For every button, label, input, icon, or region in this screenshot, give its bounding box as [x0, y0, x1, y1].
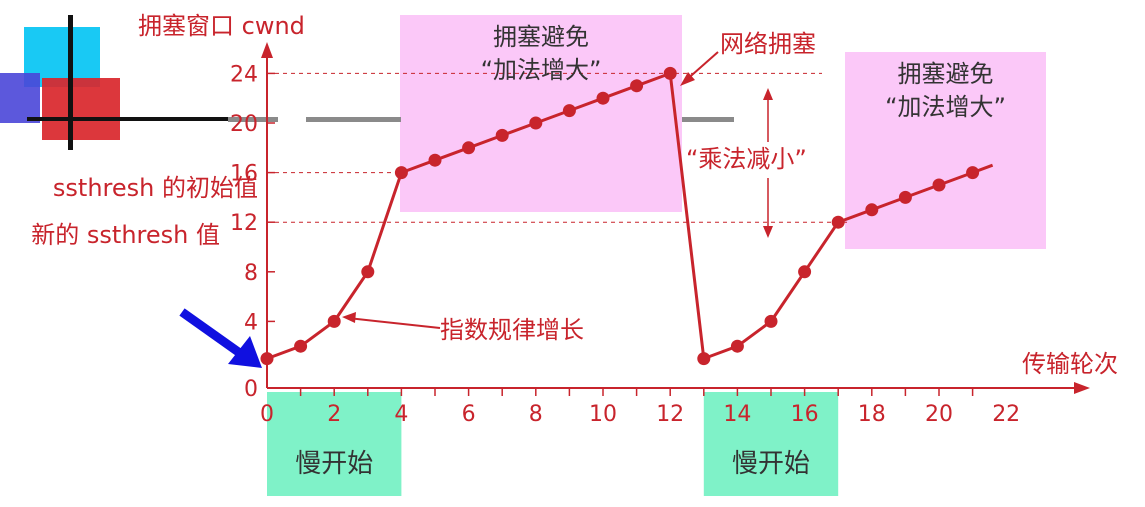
x-tick-label-12: 12: [656, 402, 684, 427]
phase-regions: [267, 15, 1046, 496]
multiplicative-decrease-label: “乘法减小”: [686, 145, 807, 173]
x-tick-label-10: 10: [589, 402, 617, 427]
x-tick-label-2: 2: [327, 402, 341, 427]
data-point-x0: [260, 352, 274, 366]
grey-rule: [228, 117, 734, 122]
data-point-x7: [495, 128, 509, 142]
y-tick-label-8: 8: [244, 261, 258, 286]
data-point-x1: [294, 339, 308, 353]
data-point-x3: [361, 265, 375, 279]
x-tick-label-6: 6: [462, 402, 476, 427]
x-tick-label-14: 14: [723, 402, 751, 427]
exp-growth-pointer: [347, 317, 441, 329]
data-point-x12: [663, 66, 677, 80]
congestion-avoidance-region-1: [400, 15, 682, 212]
y-tick-label-4: 4: [244, 310, 258, 335]
data-point-x4: [394, 166, 408, 180]
x-tick-label-8: 8: [529, 402, 543, 427]
md-arrow-bottom: [763, 226, 773, 238]
congestion-avoidance-label-2-line-1: 拥塞避免: [898, 60, 994, 88]
data-point-x21: [966, 166, 980, 180]
y-axis-arrow: [261, 42, 273, 58]
y-tick-label-20: 20: [230, 112, 258, 137]
y-axis-title: 拥塞窗口 cwnd: [138, 12, 305, 40]
x-tick-label-20: 20: [925, 402, 953, 427]
phase-labels: 慢开始 慢开始 拥塞避免 “加法增大” 拥塞避免 “加法增大”: [295, 23, 1006, 479]
data-point-x5: [428, 153, 442, 167]
data-point-x11: [630, 79, 644, 93]
x-tick-label-0: 0: [260, 402, 274, 427]
x-tick-label-22: 22: [992, 402, 1020, 427]
slow-start-label-1: 慢开始: [295, 449, 373, 479]
data-point-x14: [730, 339, 744, 353]
data-point-x17: [831, 215, 845, 229]
reference-lines: [275, 72, 850, 223]
md-arrow-top: [763, 88, 773, 100]
congestion-avoidance-label-2-line-2: “加法增大”: [885, 93, 1006, 121]
data-point-x13: [697, 352, 711, 366]
congestion-label: 网络拥塞: [720, 30, 816, 58]
congestion-avoidance-label-1-line-2: “加法增大”: [481, 56, 602, 84]
annotations: 指数规律增长 网络拥塞 “乘法减小”: [342, 30, 840, 344]
x-axis-title: 传输轮次: [1022, 350, 1118, 378]
y-tick-label-0: 0: [244, 377, 258, 402]
y-tick-label-12: 12: [230, 211, 258, 236]
congestion-avoidance-region-2: [845, 52, 1046, 249]
congestion-avoidance-label-1-line-1: 拥塞避免: [493, 23, 589, 51]
x-tick-label-4: 4: [394, 402, 408, 427]
slow-start-region-2: [703, 392, 839, 496]
start-arrow-icon: [179, 308, 262, 368]
initial-ssthresh-label: ssthresh 的初始值: [53, 174, 258, 202]
x-tick-label-16: 16: [791, 402, 819, 427]
y-tick-label-24: 24: [230, 62, 258, 87]
axes: [261, 42, 1090, 394]
slow-start-region-1: [267, 392, 402, 496]
data-point-x20: [932, 178, 946, 192]
data-point-x18: [865, 203, 879, 217]
data-point-x8: [529, 116, 543, 130]
cwnd-series-points: [260, 66, 980, 366]
new-ssthresh-label: 新的 ssthresh 值: [31, 221, 220, 249]
data-point-x16: [798, 265, 812, 279]
y-tick-label-16: 16: [230, 162, 258, 187]
data-point-x6: [462, 141, 476, 155]
exp-growth-label: 指数规律增长: [440, 316, 584, 344]
x-tick-label-18: 18: [858, 402, 886, 427]
data-point-x15: [764, 314, 778, 328]
data-point-x9: [562, 104, 576, 118]
x-axis-arrow: [1074, 382, 1090, 394]
data-point-x2: [327, 314, 341, 328]
slow-start-label-2: 慢开始: [732, 449, 810, 479]
data-point-x19: [898, 190, 912, 204]
data-point-x10: [596, 91, 610, 105]
logo-graphic: [0, 15, 277, 150]
exp-growth-pointer-head: [342, 312, 356, 323]
congestion-pointer-head: [680, 72, 695, 86]
